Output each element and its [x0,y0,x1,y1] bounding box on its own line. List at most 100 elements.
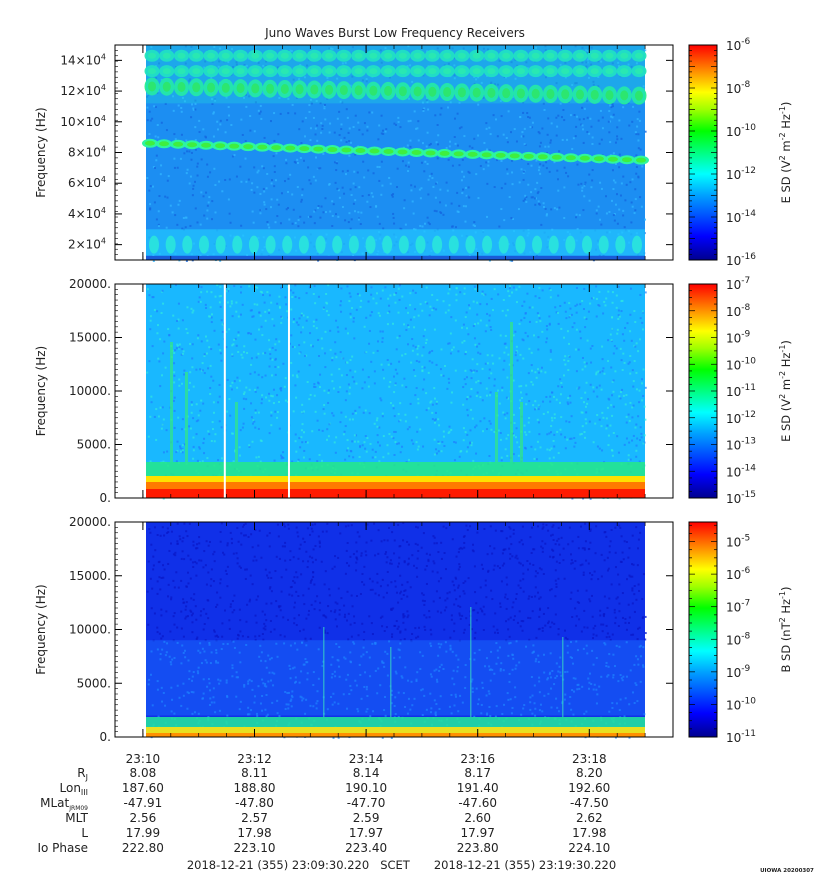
spectrogram-pixel [176,684,179,687]
spectrogram-pixel [188,381,191,384]
spectrogram-pixel [353,380,356,383]
low-band-blob [365,235,376,254]
spectrogram-pixel [148,133,151,136]
spectrogram-pixel [435,703,438,706]
spectrogram-pixel [485,394,488,397]
spectrogram-pixel [571,147,574,150]
emission-core [159,141,170,147]
spectrogram-pixel [549,400,552,403]
spectrogram-pixel [428,143,431,146]
spectrogram-pixel [522,135,525,138]
spectrogram-pixel [558,665,561,668]
spectrogram-pixel [440,663,443,666]
spectrogram-pixel [635,371,638,374]
spectrogram-pixel [622,394,625,397]
spectrogram-pixel [287,523,290,526]
spectrogram-pixel [397,442,400,445]
spectrogram-pixel [318,354,321,357]
spectrogram-pixel [344,572,347,575]
spectrogram-pixel [236,376,239,379]
spectrogram-pixel [539,141,542,144]
spectrogram-pixel [534,197,537,200]
spectrogram-pixel [252,221,255,224]
spectrogram-pixel [418,360,421,363]
spectrogram-pixel [349,651,352,654]
spectrogram-pixel [371,588,374,591]
spectrogram-pixel [462,439,465,442]
spectrogram-pixel [584,418,587,421]
spectrogram-pixel [527,616,530,619]
spectrogram-pixel [157,90,160,93]
spectrogram-pixel [292,410,295,413]
spectrogram-pixel [284,541,287,544]
spectrogram-pixel [585,65,588,68]
spectrogram-pixel [630,563,633,566]
band-core [251,83,260,94]
spectrogram-pixel [265,208,268,211]
spectrogram-pixel [622,675,625,678]
spectrogram-pixel [169,630,172,633]
spectrogram-pixel [323,412,326,415]
spectrogram-pixel [308,609,311,612]
spectrogram-pixel [146,95,149,98]
spectrogram-pixel [232,432,235,435]
spectrogram-pixel [305,644,308,647]
spectrogram-pixel [192,184,195,187]
spectrogram-pixel [598,418,601,421]
spectrogram-pixel [515,301,518,304]
spectrogram-pixel [162,451,165,454]
spectrogram-pixel [631,587,634,590]
spectrogram-pixel [512,379,515,382]
spectrogram-pixel [241,635,244,638]
spectrogram-pixel [365,80,368,83]
spectrogram-pixel [415,416,418,419]
spectrogram-pixel [366,695,369,698]
spectrogram-pixel [605,535,608,538]
spectrogram-pixel [161,423,164,426]
spectrogram-pixel [552,524,555,527]
spectrogram-pixel [622,209,625,212]
spectrogram-pixel [146,119,149,122]
spectrogram-pixel [475,619,478,622]
spectrogram-pixel [320,131,323,134]
spectrogram-pixel [612,179,615,182]
spectrogram-pixel [582,141,585,144]
spectrogram-pixel [550,588,553,591]
spectrogram-pixel [475,370,478,373]
spectrogram-pixel [146,288,149,291]
spectrogram-pixel [245,386,248,389]
spectrogram-pixel [406,144,409,147]
spectrogram-pixel [628,124,631,127]
spectrogram-pixel [427,560,430,563]
y-tick-exponent: 4 [101,52,106,61]
spectrogram-pixel [538,433,541,436]
spectrogram-pixel [302,594,305,597]
spectrogram-pixel [312,671,315,674]
band-core [192,52,201,59]
spectrogram-pixel [219,123,222,126]
spectrogram-pixel [210,439,213,442]
y-tick-exponent: 4 [101,83,106,92]
spectrogram-pixel [397,625,400,628]
spectrogram-pixel [614,162,617,165]
spectrogram-pixel [614,526,617,529]
spectrogram-pixel [471,678,474,681]
spectrogram-pixel [348,154,351,157]
spectrogram-pixel [231,155,234,158]
band-core [339,68,348,75]
spectrogram-pixel [461,701,464,704]
spectrogram-pixel [335,169,338,172]
spectrogram-pixel [622,214,625,217]
spectrogram-pixel [599,181,602,184]
spectrogram-pixel [504,76,507,79]
spectrogram-pixel [609,120,612,123]
spectrogram-pixel [211,421,214,424]
spectrogram-pixel [353,170,356,173]
spectrogram-pixel [257,427,260,430]
spectrogram-pixel [264,628,267,631]
spectrogram-pixel [536,440,539,443]
spectrogram-pixel [375,302,378,305]
spectrogram-pixel [625,183,628,186]
spectrogram-pixel [501,712,504,715]
spectrogram-pixel [510,131,513,134]
